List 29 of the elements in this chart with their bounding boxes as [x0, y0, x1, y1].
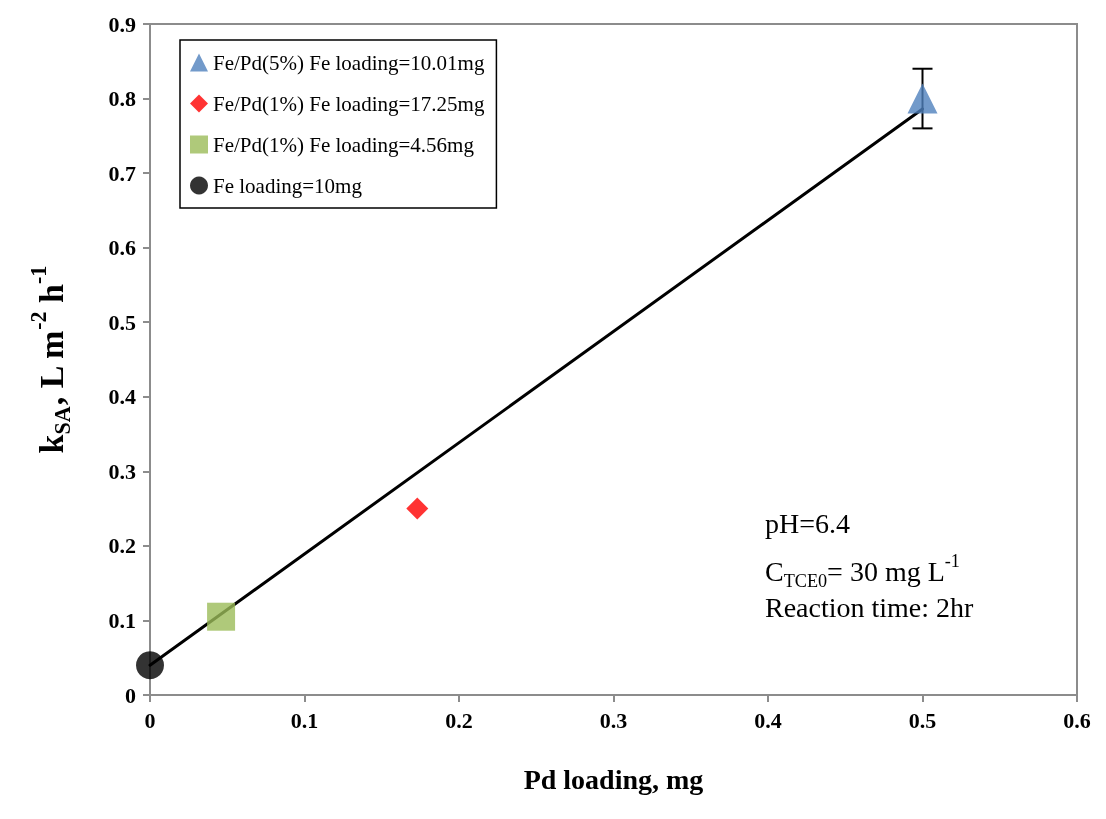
y-tick-label: 0.3: [108, 458, 136, 484]
legend-label: Fe/Pd(5%) Fe loading=10.01mg: [213, 50, 485, 75]
y-tick-label: 0: [125, 682, 136, 708]
y-tick-label: 0.1: [108, 607, 136, 633]
x-tick-label: 0.4: [754, 707, 782, 733]
y-tick-label: 0.2: [108, 533, 136, 559]
annotation: Reaction time: 2hr: [765, 592, 975, 624]
y-tick-label: 0.7: [108, 160, 136, 186]
y-tick-label: 0.5: [108, 309, 136, 335]
x-axis-title: Pd loading, mg: [523, 763, 704, 795]
y-tick-label: 0.8: [108, 86, 136, 112]
y-tick-label: 0.4: [108, 384, 136, 410]
y-axis-title: kSA, L m-2 h-1: [25, 265, 75, 454]
x-tick-label: 0.3: [599, 707, 628, 733]
legend-label: Fe/Pd(1%) Fe loading=4.56mg: [213, 132, 475, 157]
legend-label: Fe/Pd(1%) Fe loading=17.25mg: [213, 91, 485, 116]
point: [406, 497, 429, 520]
y-tick-label: 0.6: [108, 235, 136, 261]
point: [207, 602, 236, 631]
x-tick-label: 0.1: [290, 707, 319, 733]
point: [907, 83, 938, 114]
x-tick-label: 0: [144, 707, 156, 733]
x-tick-label: 0.6: [1063, 707, 1091, 733]
point: [136, 651, 164, 680]
x-tick-label: 0.5: [908, 707, 937, 733]
annotation: pH=6.4: [765, 508, 851, 540]
legend-label: Fe loading=10mg: [213, 173, 363, 198]
x-tick-label: 0.2: [445, 707, 473, 733]
y-tick-label: 0.9: [108, 11, 136, 37]
